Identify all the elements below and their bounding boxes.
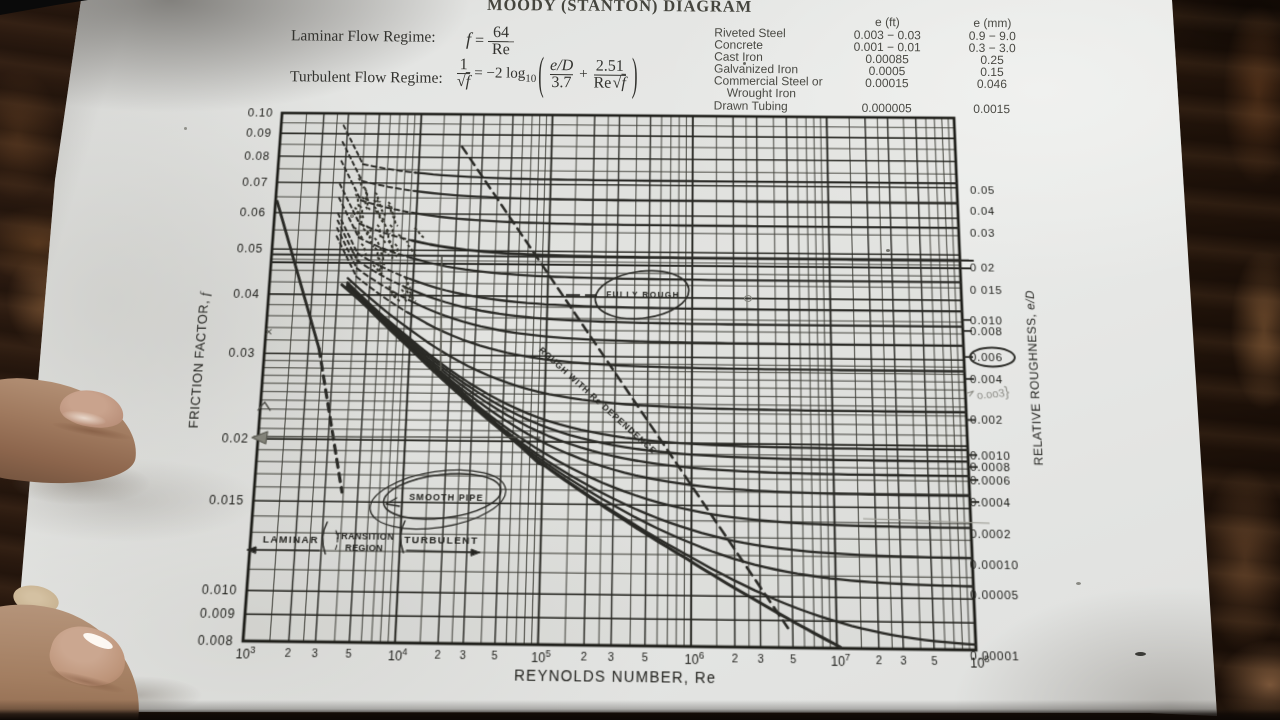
svg-text:2: 2	[580, 651, 586, 664]
svg-text:0.004: 0.004	[970, 374, 1003, 386]
svg-text:2: 2	[284, 648, 291, 661]
svg-text:0.008: 0.008	[970, 326, 1003, 338]
svg-text:106: 106	[685, 650, 705, 668]
svg-text:3: 3	[758, 654, 764, 667]
svg-text:5: 5	[345, 649, 352, 662]
svg-text:0.08: 0.08	[244, 150, 271, 162]
svg-text:0.07: 0.07	[242, 176, 269, 188]
svg-text:0.02: 0.02	[221, 432, 249, 446]
svg-text:105: 105	[531, 648, 551, 666]
svg-text:0.0002: 0.0002	[970, 529, 1012, 542]
svg-text:0.008: 0.008	[197, 634, 234, 649]
svg-text:0.006: 0.006	[970, 352, 1003, 364]
svg-text:0.0010: 0.0010	[970, 450, 1011, 463]
svg-text:3: 3	[900, 655, 907, 668]
svg-text:REYNOLDS NUMBER, Re: REYNOLDS NUMBER, Re	[514, 666, 716, 687]
svg-text:2: 2	[732, 653, 738, 666]
svg-text:0.03: 0.03	[228, 347, 256, 360]
svg-text:LAMINAR: LAMINAR	[262, 533, 319, 545]
svg-text:5: 5	[491, 650, 498, 663]
svg-text:0.0004: 0.0004	[970, 497, 1012, 510]
svg-text:5: 5	[790, 654, 796, 667]
svg-text:0.06: 0.06	[239, 207, 266, 220]
svg-text:FRICTION FACTOR, f: FRICTION FACTOR, f	[185, 291, 212, 429]
svg-text:0.05: 0.05	[236, 243, 263, 256]
svg-text:0.10: 0.10	[247, 107, 274, 119]
svg-text:REGION: REGION	[345, 543, 384, 554]
svg-text:0.00005: 0.00005	[970, 589, 1020, 603]
svg-text:0.05: 0.05	[970, 186, 995, 198]
svg-text:3: 3	[608, 652, 614, 665]
svg-text:0.002: 0.002	[970, 415, 1004, 428]
svg-text:104: 104	[388, 646, 409, 664]
svg-text:TURBULENT: TURBULENT	[404, 534, 479, 546]
svg-text:FULLY ROUGH: FULLY ROUGH	[606, 290, 680, 300]
svg-text:2: 2	[876, 655, 883, 668]
svg-text:0.04: 0.04	[970, 206, 996, 218]
svg-text:0.0006: 0.0006	[970, 475, 1011, 488]
svg-text:5: 5	[642, 652, 648, 665]
svg-text:0.03: 0.03	[970, 228, 996, 240]
svg-text:SMOOTH PIPE: SMOOTH PIPE	[409, 492, 484, 503]
svg-text:0.04: 0.04	[233, 288, 260, 301]
svg-text:0 02: 0 02	[970, 262, 996, 274]
svg-text:5: 5	[931, 656, 938, 669]
svg-text:0.09: 0.09	[246, 128, 273, 140]
svg-text:3: 3	[311, 648, 318, 661]
svg-text:0.00001: 0.00001	[970, 650, 1020, 664]
svg-text:TRANSITION: TRANSITION	[335, 531, 394, 542]
svg-text:0.0008: 0.0008	[970, 462, 1011, 475]
svg-text:0.010: 0.010	[201, 584, 238, 598]
svg-text:0.009: 0.009	[199, 607, 236, 622]
svg-text:2: 2	[434, 650, 441, 663]
svg-text:✕: ✕	[264, 327, 273, 338]
svg-text:0.00010: 0.00010	[970, 560, 1019, 573]
svg-text:107: 107	[831, 652, 851, 670]
svg-text:0.010: 0.010	[970, 315, 1003, 327]
svg-text:3: 3	[459, 650, 466, 663]
svg-text:RELATIVE ROUGHNESS, e/D: RELATIVE ROUGHNESS, e/D	[1024, 290, 1047, 466]
svg-text:103: 103	[235, 645, 256, 663]
svg-text:0 015: 0 015	[970, 285, 1003, 297]
svg-text:0.015: 0.015	[208, 494, 244, 508]
